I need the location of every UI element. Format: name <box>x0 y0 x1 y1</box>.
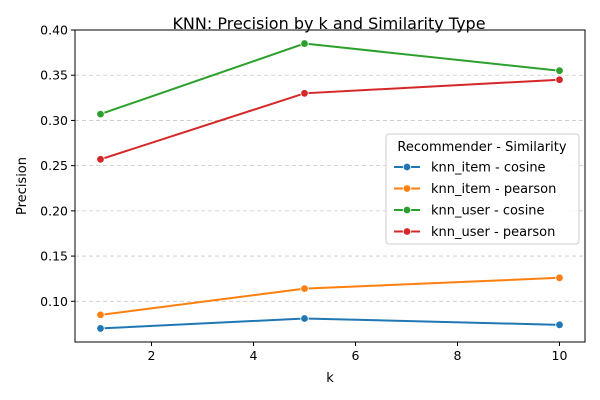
data-point <box>300 284 309 293</box>
data-point <box>96 310 105 320</box>
data-point <box>555 273 564 282</box>
series-group <box>96 39 564 333</box>
y-tick-label: 0.30 <box>40 113 68 128</box>
legend-title: Recommender - Similarity <box>397 140 566 155</box>
y-tick-label: 0.25 <box>40 158 68 173</box>
legend-label: knn_item - cosine <box>431 161 546 176</box>
series-line <box>100 276 560 316</box>
data-point <box>96 324 105 333</box>
series-3 <box>96 75 564 164</box>
series-line <box>100 42 560 116</box>
legend-box <box>385 133 580 245</box>
y-tick-label: 0.20 <box>40 203 68 218</box>
legend-items: knn_item - cosine knn_item - pearson knn_u… <box>394 161 556 240</box>
data-point <box>96 155 105 164</box>
data-point <box>555 66 564 75</box>
legend-item: knn_user - pearson <box>394 225 555 240</box>
x-axis-ticks: 2 4 6 8 10 <box>148 342 568 363</box>
legend-item: knn_item - pearson <box>394 182 556 197</box>
series-0 <box>96 314 564 333</box>
legend-swatch-marker <box>402 162 412 172</box>
legend-swatch-marker <box>402 227 412 236</box>
legend-label: knn_item - pearson <box>431 182 556 197</box>
legend-item: knn_user - cosine <box>394 204 545 219</box>
x-tick-label: 10 <box>552 348 568 363</box>
y-tick-label: 0.10 <box>40 294 68 309</box>
x-tick-label: 4 <box>250 348 258 363</box>
data-point <box>300 89 309 98</box>
x-tick-label: 6 <box>352 348 360 363</box>
series-2 <box>96 39 564 119</box>
y-tick-label: 0.35 <box>40 68 68 83</box>
data-point <box>96 109 105 119</box>
series-1 <box>96 273 564 320</box>
data-point <box>300 39 309 48</box>
x-axis-label: k <box>326 371 334 386</box>
series-line <box>100 317 560 330</box>
y-axis-ticks: 0.10 0.15 0.20 0.25 0.30 0.35 0.40 <box>40 23 75 309</box>
legend-label: knn_user - pearson <box>431 225 555 240</box>
data-point <box>300 314 309 323</box>
x-tick-label: 8 <box>454 348 462 363</box>
chart-title: KNN: Precision by k and Similarity Type <box>172 14 485 33</box>
data-point <box>555 320 564 330</box>
legend-swatch-marker <box>402 205 412 215</box>
legend-label: knn_user - cosine <box>431 204 545 219</box>
legend-swatch-marker <box>402 184 412 193</box>
legend-item: knn_item - cosine <box>394 161 546 176</box>
data-point <box>555 75 564 84</box>
legend: Recommender - Similarity knn_item - cosi… <box>385 133 580 245</box>
y-tick-label: 0.15 <box>40 249 68 264</box>
y-axis-label: Precision <box>15 157 30 215</box>
y-tick-label: 0.40 <box>40 23 68 38</box>
x-tick-label: 2 <box>148 348 156 363</box>
plot-frame <box>74 29 586 343</box>
